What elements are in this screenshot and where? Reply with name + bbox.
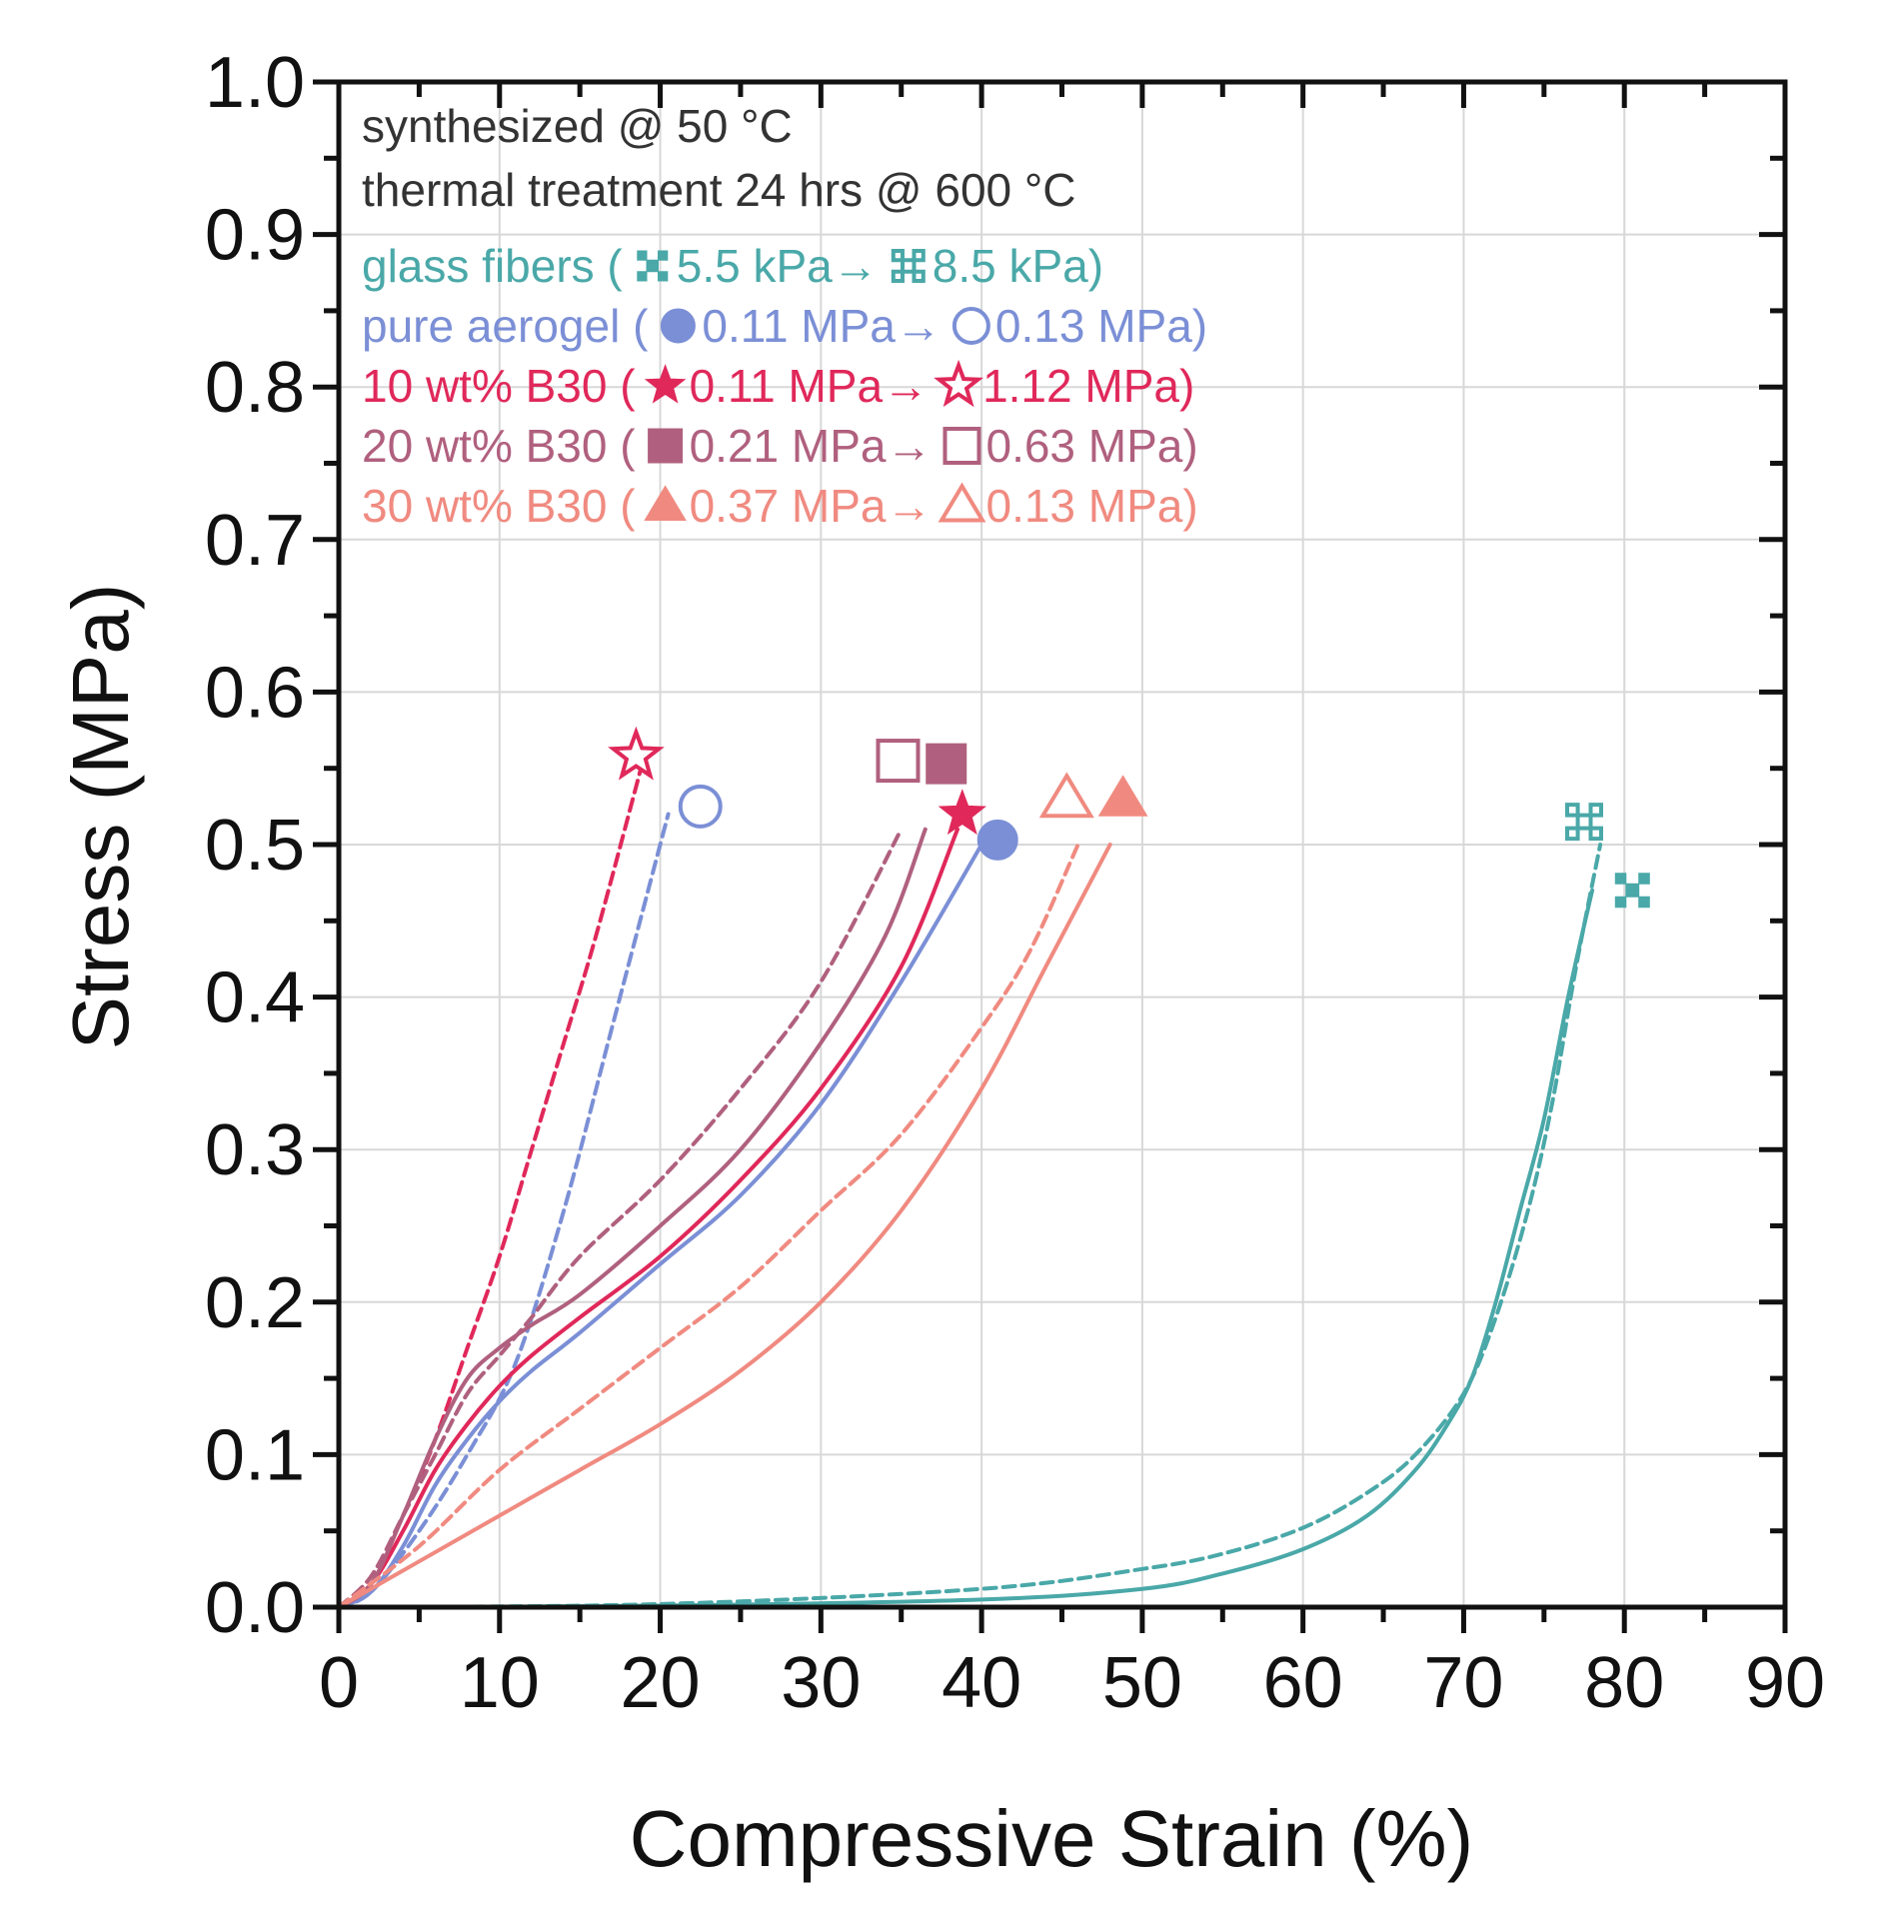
annotation-synthesis: synthesized @ 50 °C <box>362 100 793 152</box>
series-line-0-solid <box>337 888 1595 1609</box>
x-tick-label-40: 40 <box>942 1643 1021 1723</box>
legend-label: pure aerogel ( <box>362 300 649 352</box>
x-tick-label-20: 20 <box>621 1643 701 1723</box>
series-line-1-dashed <box>337 843 1603 1609</box>
legend-close-paren: ) <box>1192 300 1207 352</box>
triangle-marker-filled <box>1097 775 1148 817</box>
legend-square-filled-icon <box>648 428 684 464</box>
y-tick-label-0.5: 0.5 <box>205 806 305 886</box>
x-tick-label-80: 80 <box>1584 1643 1664 1723</box>
series-line-7-dashed <box>337 827 904 1609</box>
legend-triangle-filled-icon <box>644 485 687 521</box>
legend-plus-filled-icon <box>637 250 669 282</box>
legend-close-paren: ) <box>1182 420 1197 472</box>
y-tick-label-0.2: 0.2 <box>205 1263 305 1343</box>
series-line-9-dashed <box>337 843 1080 1609</box>
legend-value-after: 0.13 MPa <box>995 300 1192 352</box>
y-tick-labels: 0.0 0.1 0.2 0.3 0.4 0.5 0.6 0.7 0.8 0.9 1.0 <box>205 43 305 1648</box>
legend-star-filled-icon <box>644 364 687 404</box>
legend-arrow: → <box>886 420 932 472</box>
star-marker-open <box>608 726 665 781</box>
series-line-2-solid <box>337 843 984 1609</box>
legend-value-before: 5.5 kPa <box>677 240 833 292</box>
y-tick-label-0.3: 0.3 <box>205 1110 305 1190</box>
x-tick-label-10: 10 <box>460 1643 540 1723</box>
series-line-4-solid <box>337 827 959 1609</box>
legend-arrow: → <box>883 360 929 412</box>
data-series <box>337 766 1603 1609</box>
x-tick-label-0: 0 <box>319 1643 359 1723</box>
legend-value-before: 0.11 MPa <box>702 300 896 352</box>
legend-label: 20 wt% B30 ( <box>362 420 636 472</box>
y-tick-label-0.0: 0.0 <box>205 1568 305 1648</box>
series-line-5-dashed <box>337 766 644 1609</box>
y-tick-label-0.7: 0.7 <box>205 501 305 581</box>
annotation-thermal-treatment: thermal treatment 24 hrs @ 600 °C <box>362 164 1076 216</box>
legend-circle-filled-icon <box>660 308 696 344</box>
legend-value-after: 8.5 kPa <box>933 240 1088 292</box>
series-line-8-solid <box>337 843 1112 1609</box>
legend-triangle-open-icon <box>938 482 986 523</box>
legend-close-paren: ) <box>1088 240 1103 292</box>
legend-arrow: → <box>896 300 942 352</box>
legend-label: 10 wt% B30 ( <box>362 360 636 412</box>
legend-plus-open-icon <box>891 249 926 283</box>
plus-marker-open <box>1565 803 1603 842</box>
legend-label: 30 wt% B30 ( <box>362 480 636 532</box>
square-marker-open <box>876 739 921 784</box>
legend-value-after: 0.63 MPa <box>985 420 1182 472</box>
legend-arrow: → <box>833 240 879 292</box>
x-tick-label-60: 60 <box>1263 1643 1343 1723</box>
legend-square-open-icon <box>943 427 981 465</box>
circle-marker-open <box>678 784 723 829</box>
legend-entry-4: 30 wt% B30 ( 0.37 MPa → 0.13 MPa) <box>362 480 1198 532</box>
legend-close-paren: ) <box>1179 360 1194 412</box>
x-tick-label-90: 90 <box>1745 1643 1825 1723</box>
circle-marker-filled <box>976 819 1018 861</box>
x-tick-label-50: 50 <box>1102 1643 1182 1723</box>
legend-value-after: 0.13 MPa <box>985 480 1182 532</box>
x-tick-labels: 0 10 20 30 40 50 60 70 80 90 <box>319 1643 1825 1723</box>
legend-close-paren: ) <box>1182 480 1197 532</box>
plot-frame <box>336 79 1788 1610</box>
x-axis-title: Compressive Strain (%) <box>630 1794 1474 1883</box>
y-tick-label-0.8: 0.8 <box>205 348 305 428</box>
legend-star-open-icon <box>934 359 984 408</box>
legend-entry-3: 20 wt% B30 ( 0.21 MPa → 0.63 MPa) <box>362 420 1198 472</box>
y-tick-label-0.1: 0.1 <box>205 1415 305 1495</box>
x-tick-label-70: 70 <box>1423 1643 1503 1723</box>
legend-value-before: 0.21 MPa <box>690 420 887 472</box>
y-tick-label-0.6: 0.6 <box>205 653 305 733</box>
end-markers <box>608 726 1650 909</box>
y-tick-label-0.9: 0.9 <box>205 196 305 276</box>
legend: glass fibers ( 5.5 kPa → 8.5 kPa)pure aer… <box>362 240 1207 532</box>
y-axis-title: Stress (MPa) <box>56 584 145 1050</box>
y-tick-label-0.4: 0.4 <box>205 959 305 1038</box>
star-marker-filled <box>938 789 986 836</box>
legend-arrow: → <box>886 480 932 532</box>
legend-entry-0: glass fibers ( 5.5 kPa → 8.5 kPa) <box>362 240 1103 292</box>
legend-entry-2: 10 wt% B30 ( 0.11 MPa → 1.12 MPa) <box>362 359 1194 412</box>
legend-value-before: 0.37 MPa <box>690 480 887 532</box>
legend-value-after: 1.12 MPa <box>982 360 1179 412</box>
series-line-3-dashed <box>337 812 671 1609</box>
y-tick-label-1.0: 1.0 <box>205 43 305 123</box>
legend-value-before: 0.11 MPa <box>690 360 884 412</box>
legend-entry-1: pure aerogel ( 0.11 MPa → 0.13 MPa) <box>362 300 1207 352</box>
square-marker-filled <box>926 743 967 785</box>
legend-circle-open-icon <box>952 307 990 345</box>
plus-marker-filled <box>1614 873 1650 909</box>
legend-label: glass fibers ( <box>362 240 623 292</box>
triangle-marker-open <box>1038 772 1094 819</box>
x-tick-label-30: 30 <box>781 1643 861 1723</box>
